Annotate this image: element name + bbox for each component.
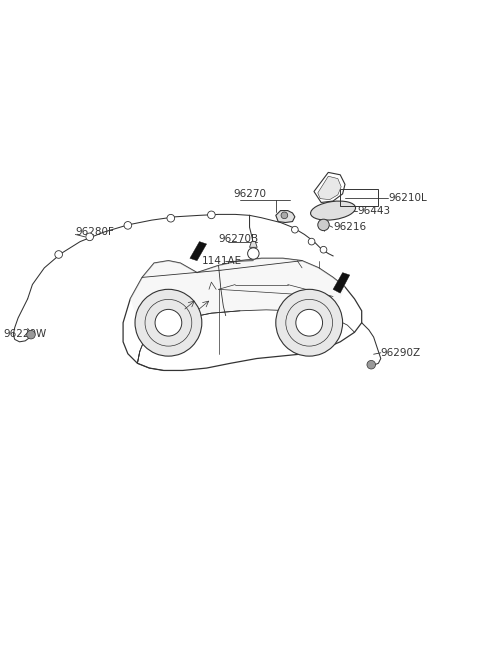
Polygon shape xyxy=(276,210,295,223)
Circle shape xyxy=(27,330,35,339)
Bar xyxy=(340,189,378,206)
Text: 1141AE: 1141AE xyxy=(202,255,242,266)
Text: 96270: 96270 xyxy=(233,189,266,199)
Circle shape xyxy=(281,212,288,219)
Circle shape xyxy=(124,221,132,229)
Wedge shape xyxy=(276,290,343,356)
Circle shape xyxy=(308,238,315,245)
Polygon shape xyxy=(250,242,257,248)
Ellipse shape xyxy=(311,201,356,220)
Circle shape xyxy=(367,360,375,369)
Polygon shape xyxy=(123,258,362,371)
Text: 96443: 96443 xyxy=(357,206,390,215)
Circle shape xyxy=(207,211,215,219)
Polygon shape xyxy=(318,176,341,200)
Polygon shape xyxy=(130,258,345,339)
Text: 96216: 96216 xyxy=(333,222,366,233)
Circle shape xyxy=(55,251,62,258)
Wedge shape xyxy=(135,290,202,356)
Circle shape xyxy=(167,214,175,222)
Circle shape xyxy=(248,248,259,259)
Text: 96270B: 96270B xyxy=(218,234,259,244)
Circle shape xyxy=(155,309,182,336)
Polygon shape xyxy=(314,172,345,202)
Text: 96280F: 96280F xyxy=(75,227,114,237)
Text: 96210L: 96210L xyxy=(388,193,427,202)
Text: 96220W: 96220W xyxy=(4,329,47,339)
Circle shape xyxy=(296,309,323,336)
Circle shape xyxy=(291,227,298,233)
Text: 96290Z: 96290Z xyxy=(381,348,421,358)
Polygon shape xyxy=(190,242,206,261)
Polygon shape xyxy=(333,272,350,293)
Circle shape xyxy=(320,246,327,253)
Circle shape xyxy=(86,233,94,240)
Circle shape xyxy=(318,219,329,231)
